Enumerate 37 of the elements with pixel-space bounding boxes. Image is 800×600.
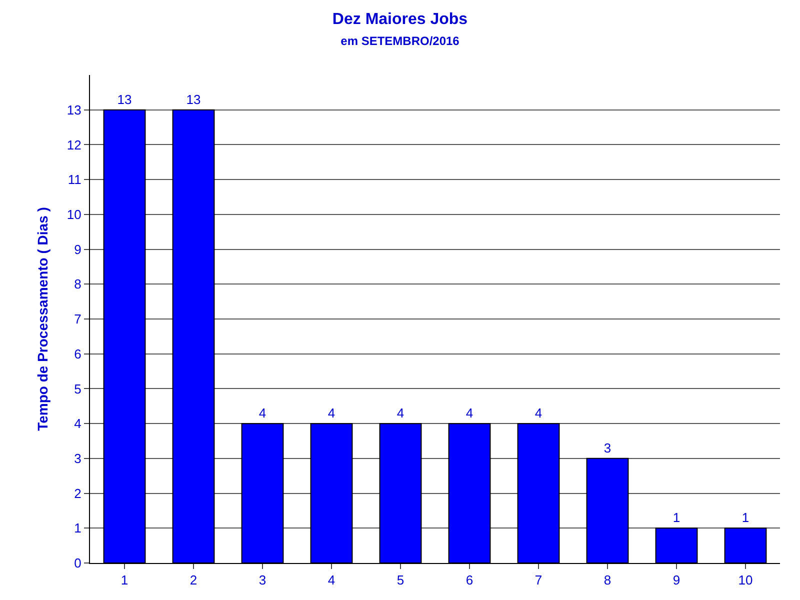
data-label: 3	[604, 440, 612, 456]
y-tick-label: 11	[68, 172, 82, 188]
x-tick-label: 1	[120, 572, 128, 588]
y-tick-label: 12	[66, 137, 82, 152]
x-tick-label: 3	[258, 572, 266, 588]
y-tick-label: 8	[74, 276, 82, 292]
data-label: 1	[672, 510, 680, 526]
chart-subtitle: em SETEMBRO/2016	[340, 34, 460, 48]
data-label: 13	[186, 92, 201, 107]
data-label: 13	[117, 92, 132, 107]
chart-title: Dez Maiores Jobs	[332, 11, 468, 28]
y-tick-label: 0	[74, 556, 82, 571]
x-tick-label: 9	[672, 572, 680, 588]
x-tick-label: 4	[328, 572, 336, 588]
y-tick-label: 13	[66, 102, 82, 118]
y-tick-label: 2	[74, 486, 82, 501]
data-label: 4	[396, 406, 404, 421]
data-label: 4	[466, 406, 474, 421]
x-tick-label: 5	[396, 572, 404, 588]
x-tick-label: 10	[738, 572, 753, 588]
x-tick-label: 7	[534, 572, 542, 588]
data-label: 1	[742, 510, 750, 526]
y-tick-label: 6	[74, 346, 82, 362]
x-tick-label: 2	[190, 572, 198, 588]
data-label: 4	[258, 406, 266, 421]
y-tick-label: 9	[74, 242, 82, 257]
data-label: 4	[534, 406, 542, 421]
y-tick-label: 4	[74, 416, 82, 432]
y-tick-label: 1	[74, 520, 82, 536]
y-tick-label: 10	[66, 206, 82, 222]
y-tick-label: 7	[74, 312, 82, 327]
x-tick-label: 6	[466, 572, 474, 588]
x-tick-label: 8	[604, 572, 612, 588]
y-tick-label: 3	[74, 450, 82, 466]
y-axis-title: Tempo de Processamento ( Dias )	[34, 207, 51, 431]
y-tick-label: 5	[74, 381, 82, 396]
data-label: 4	[328, 406, 336, 421]
